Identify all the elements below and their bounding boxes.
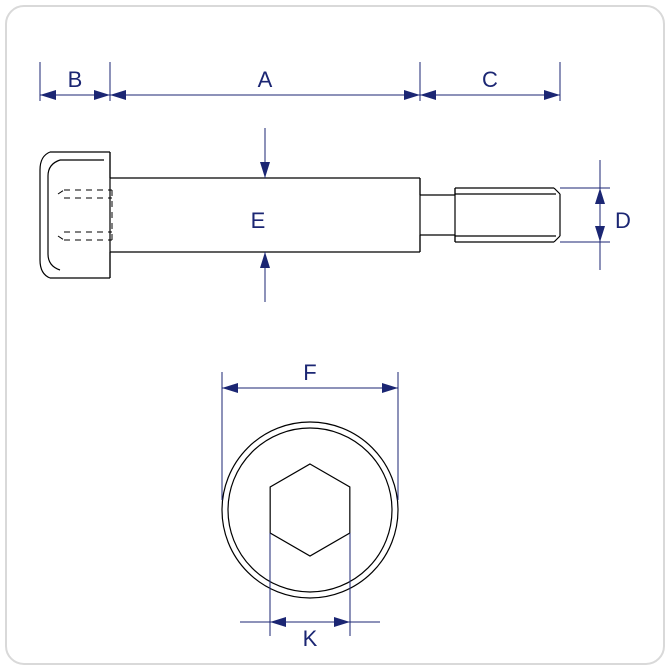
head-circle xyxy=(222,422,398,598)
dim-label: B xyxy=(68,67,83,92)
dim-label: A xyxy=(258,67,273,92)
hex-socket xyxy=(270,464,350,556)
dim-label: D xyxy=(615,208,631,233)
dim-label: C xyxy=(482,67,498,92)
dim-label: K xyxy=(303,626,318,651)
dim-label: F xyxy=(303,360,316,385)
dim-label: E xyxy=(251,208,266,233)
frame xyxy=(6,6,664,664)
